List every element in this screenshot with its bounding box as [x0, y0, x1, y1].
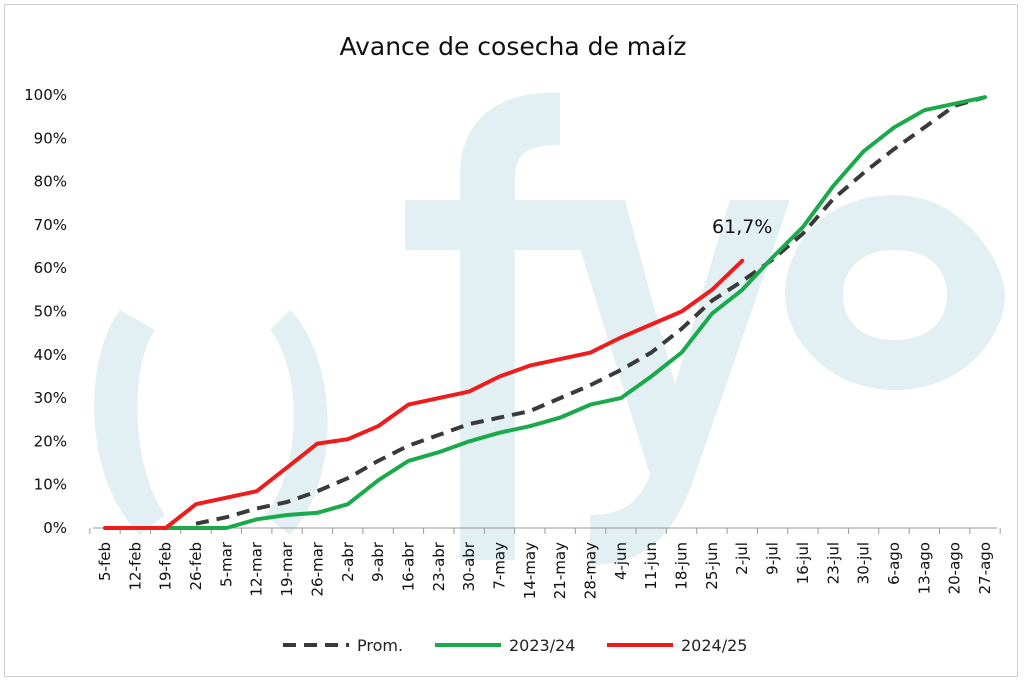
x-tick-label: 19-feb — [157, 542, 175, 591]
x-tick-label: 28-may — [582, 542, 600, 599]
y-tick-label: 80% — [34, 173, 67, 191]
x-tick-label: 25-jun — [703, 542, 721, 590]
y-tick-label: 70% — [34, 216, 67, 234]
x-tick-label: 27-ago — [976, 542, 994, 594]
data-label-annotation: 61,7% — [712, 216, 772, 238]
watermark-letter-f — [405, 92, 580, 560]
legend-label: 2023/24 — [509, 636, 575, 655]
y-axis: 0% 10% 20% 30% 40% 50% 60% 70% 80% 90% 100% — [24, 86, 67, 537]
x-tick-label: 12-mar — [248, 541, 266, 596]
y-tick-label: 50% — [34, 303, 67, 321]
x-tick-label: 20-ago — [946, 542, 964, 594]
watermark-letter-y — [565, 200, 790, 565]
legend: Prom. 2023/24 2024/25 — [283, 636, 747, 655]
x-tick-label: 12-feb — [126, 542, 144, 591]
x-tick-label: 14-may — [521, 542, 539, 599]
x-tick-label: 9-abr — [369, 541, 387, 582]
series-line-2023-24 — [163, 95, 987, 530]
x-tick-label: 21-may — [551, 542, 569, 599]
y-tick-label: 60% — [34, 259, 67, 277]
x-tick-label: 9-jul — [764, 542, 782, 575]
x-tick-label: 6-ago — [885, 542, 903, 585]
chart-frame: Avance de cosecha de maíz 0% 10% 20% 30% 40%… — [4, 4, 1018, 677]
series-line-prom — [195, 95, 986, 526]
x-tick-label: 19-mar — [278, 541, 296, 596]
watermark-logo — [94, 92, 1005, 565]
y-tick-label: 30% — [34, 389, 67, 407]
series-line-2024-25 — [103, 258, 745, 530]
x-tick-label: 5-mar — [217, 541, 235, 587]
chart-title: Avance de cosecha de maíz — [339, 32, 686, 61]
x-tick-label: 26-feb — [187, 542, 205, 591]
y-tick-label: 90% — [34, 129, 67, 147]
series-layer — [103, 95, 987, 530]
x-tick-label: 4-jun — [612, 542, 630, 580]
x-tick-label: 30-abr — [460, 541, 478, 591]
watermark-letter-o — [785, 195, 1005, 390]
x-tick-label: 16-jul — [794, 542, 812, 584]
chart-canvas: Avance de cosecha de maíz 0% 10% 20% 30% 40%… — [24, 32, 1005, 655]
watermark-left-arc — [94, 310, 165, 535]
x-tick-label: 16-abr — [399, 541, 417, 591]
x-tick-label: 23-abr — [430, 541, 448, 591]
x-tick-label: 7-may — [490, 542, 508, 590]
legend-label: Prom. — [357, 636, 403, 655]
x-tick-label: 11-jun — [642, 542, 660, 590]
y-tick-label: 100% — [24, 86, 67, 104]
y-tick-label: 10% — [34, 476, 67, 494]
y-tick-label: 20% — [34, 432, 67, 450]
legend-label: 2024/25 — [681, 636, 747, 655]
x-axis: 5-feb 12-feb 19-feb 26-feb 5-mar 12-mar 19-mar… — [89, 527, 1001, 599]
annotation-layer: 61,7% — [712, 216, 772, 238]
x-tick-label: 30-jul — [855, 542, 873, 584]
x-tick-label: 2-jul — [733, 542, 751, 575]
x-tick-label: 18-jun — [673, 542, 691, 590]
x-tick-label: 2-abr — [339, 541, 357, 582]
y-tick-label: 40% — [34, 346, 67, 364]
x-tick-label: 13-ago — [915, 542, 933, 594]
watermark-mid-arc — [265, 310, 328, 535]
y-tick-label: 0% — [43, 519, 67, 537]
x-tick-label: 5-feb — [96, 542, 114, 581]
x-tick-label: 23-jul — [824, 542, 842, 584]
x-tick-label: 26-mar — [308, 541, 326, 596]
